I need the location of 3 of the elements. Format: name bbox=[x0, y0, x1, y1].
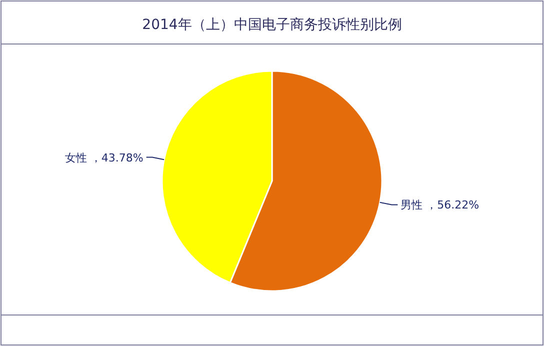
slice-label: 女性 ，43.78% bbox=[64, 151, 144, 164]
chart-title: 2014年（上）中国电子商务投诉性别比例 bbox=[142, 17, 402, 33]
slice-label: 男性 ，56.22% bbox=[400, 198, 480, 212]
